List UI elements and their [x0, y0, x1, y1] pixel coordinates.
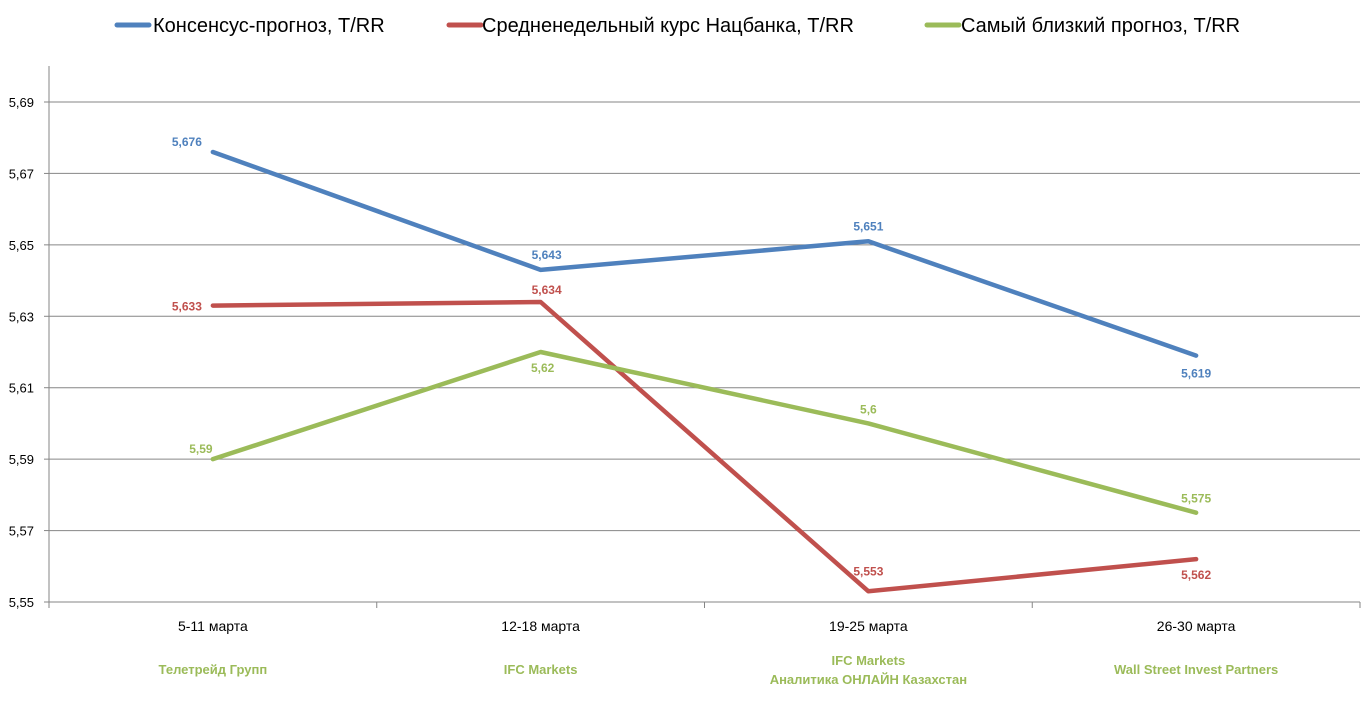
data-point — [866, 239, 870, 243]
y-tick-label: 5,65 — [9, 238, 34, 253]
source-label: IFC Markets — [504, 662, 578, 677]
source-label: IFC Markets — [832, 653, 906, 668]
data-point — [211, 457, 215, 461]
source-label: Wall Street Invest Partners — [1114, 662, 1278, 677]
series-group — [210, 149, 1199, 594]
data-label: 5,553 — [853, 564, 883, 578]
data-label: 5,634 — [532, 283, 562, 297]
data-label: 5,59 — [189, 442, 213, 456]
data-label: 5,619 — [1181, 367, 1211, 381]
data-label: 5,62 — [531, 361, 555, 375]
data-point — [866, 421, 870, 425]
data-label: 5,651 — [853, 219, 883, 233]
gridlines — [49, 101, 1360, 532]
y-tick-label: 5,55 — [9, 595, 34, 610]
axes — [48, 66, 1361, 608]
source-label: Аналитика ОНЛАЙН Казахстан — [770, 672, 967, 687]
legend-label-3: Самый близкий прогноз, T/RR — [961, 15, 1240, 37]
data-label: 5,562 — [1181, 568, 1211, 582]
x-category-label: 19-25 марта — [829, 618, 908, 634]
legend-label-1: Консенсус-прогноз, T/RR — [153, 15, 385, 37]
data-point — [539, 350, 543, 354]
data-point — [539, 300, 543, 304]
data-label: 5,6 — [860, 402, 877, 416]
data-point — [211, 304, 215, 308]
x-category-label: 26-30 марта — [1157, 618, 1236, 634]
series-line-2 — [210, 299, 1199, 594]
data-point — [866, 589, 870, 593]
series-line-3 — [210, 349, 1199, 515]
data-label: 5,575 — [1181, 492, 1211, 506]
y-tick-label: 5,63 — [9, 309, 34, 324]
data-point — [1194, 557, 1198, 561]
y-tick-label: 5,61 — [9, 381, 34, 396]
y-tick-label: 5,67 — [9, 166, 34, 181]
x-category-label: 12-18 марта — [501, 618, 580, 634]
series-line-1 — [210, 149, 1199, 358]
legend: Консенсус-прогноз, T/RR Средненедельный к… — [114, 15, 1240, 37]
data-label: 5,676 — [172, 135, 202, 149]
y-tick-label: 5,69 — [9, 95, 34, 110]
data-label: 5,643 — [532, 248, 562, 262]
x-category-label: 5-11 марта — [178, 618, 248, 634]
data-label: 5,633 — [172, 300, 202, 314]
x-axis-labels: 5-11 марта Телетрейд Групп 12-18 марта IFC … — [159, 618, 1279, 687]
y-tick-label: 5,59 — [9, 452, 34, 467]
y-axis-ticks: 5,55 5,57 5,59 5,61 5,63 5,65 5,67 5,69 — [9, 95, 49, 610]
source-label: Телетрейд Групп — [159, 662, 268, 677]
data-point — [1194, 511, 1198, 515]
data-labels: 5,676 5,643 5,651 5,619 5,633 5,634 5,553 5,562… — [172, 135, 1212, 582]
data-point — [1194, 354, 1198, 358]
data-point — [211, 150, 215, 154]
y-tick-label: 5,57 — [9, 524, 34, 539]
data-point — [539, 268, 543, 272]
legend-label-2: Средненедельный курс Нацбанка, T/RR — [482, 15, 854, 37]
